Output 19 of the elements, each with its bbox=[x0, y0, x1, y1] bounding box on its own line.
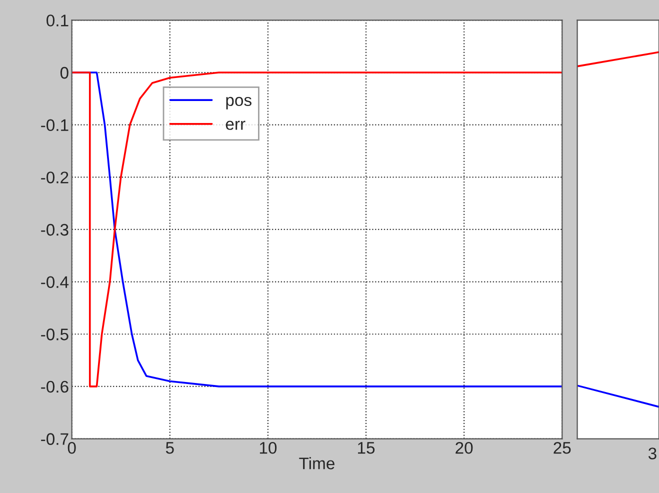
y-tick-label: -0.5 bbox=[41, 328, 68, 340]
y-tick-label: -0.7 bbox=[41, 433, 68, 445]
y-tick-label: -0.3 bbox=[41, 224, 68, 236]
y-tick-label: -0.4 bbox=[41, 276, 69, 288]
x-tick-label: 10 bbox=[260, 442, 277, 454]
line-series bbox=[72, 72, 562, 388]
y-tick-label: 0 bbox=[60, 66, 68, 79]
text: 3 bbox=[648, 448, 656, 460]
x-tick-label: 5 bbox=[166, 442, 174, 454]
legend-label: err bbox=[226, 120, 246, 130]
x-axis-title: Time bbox=[299, 457, 334, 470]
x-tick-label: 25 bbox=[554, 442, 571, 454]
x-tick-label: 15 bbox=[358, 442, 375, 454]
x-tick-label: 20 bbox=[456, 442, 473, 454]
y-tick-label: -0.1 bbox=[41, 119, 68, 132]
legend-label: pos bbox=[226, 96, 252, 110]
y-tick-label: 0.1 bbox=[46, 14, 68, 26]
y-tick-label: -0.6 bbox=[41, 380, 68, 393]
y-tick-label: -0.2 bbox=[41, 172, 68, 184]
